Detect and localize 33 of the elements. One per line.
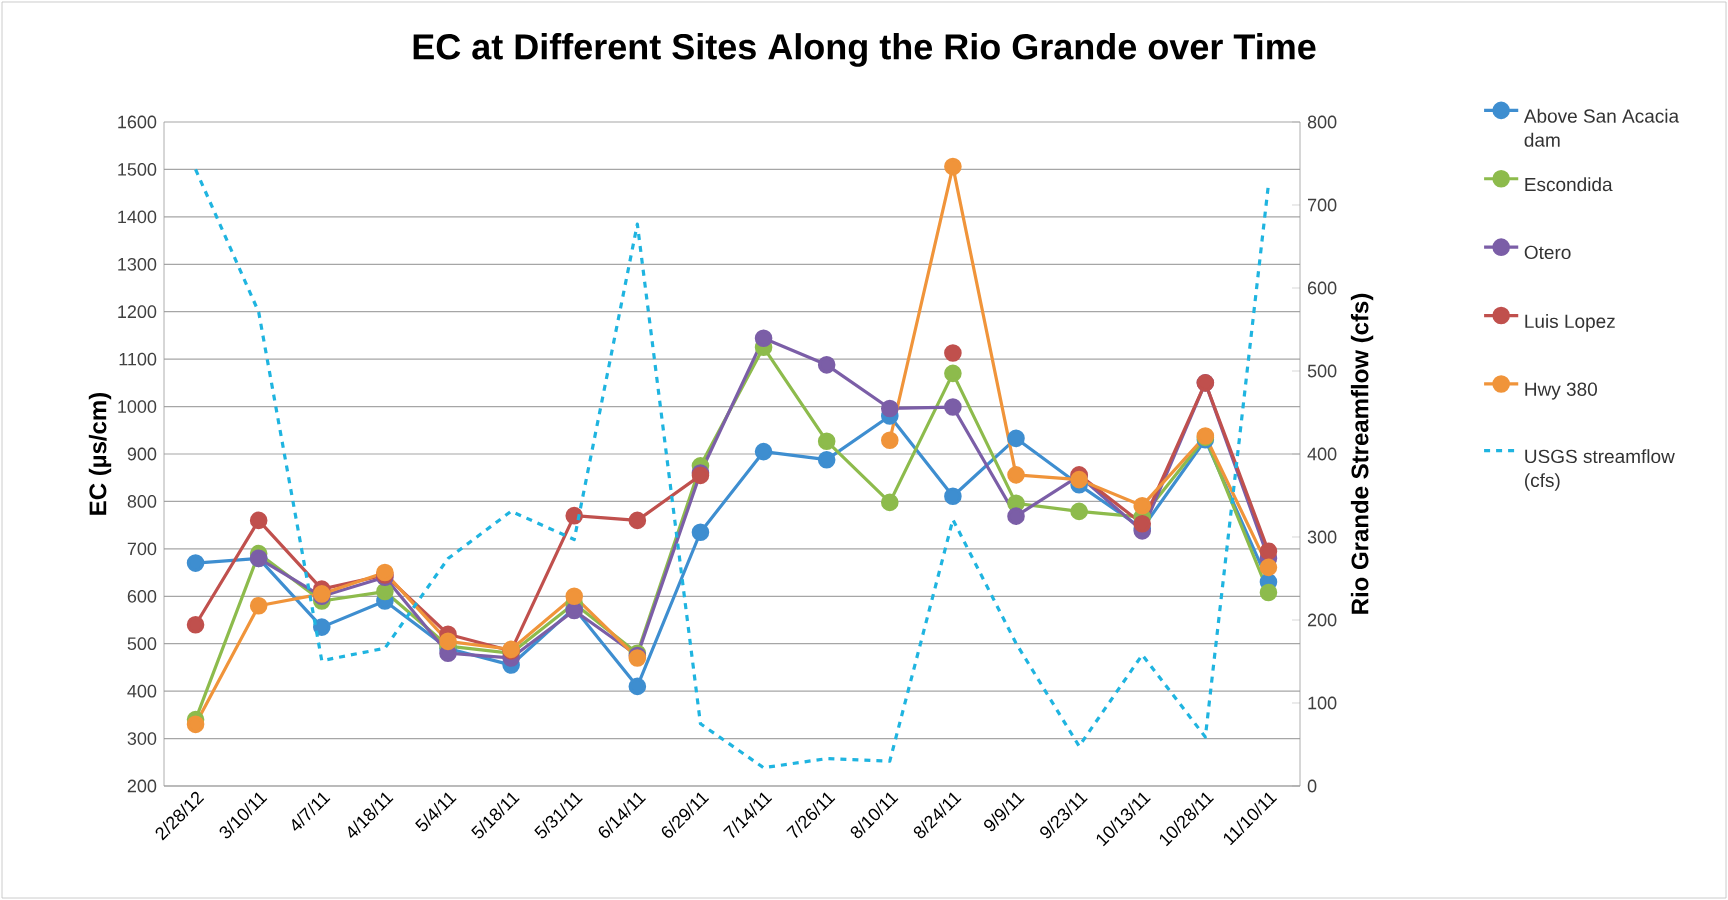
y-tick-label: 200 <box>127 779 157 793</box>
legend-label: Above San Acacia dam <box>1523 108 1680 147</box>
y-tick-label: 500 <box>127 637 157 651</box>
legend-label: Escondida <box>1525 177 1613 192</box>
y2-tick-label: 700 <box>1307 198 1337 212</box>
y2-tick-label: 0 <box>1307 779 1317 793</box>
y2-tick-label: 800 <box>1307 115 1337 129</box>
y-tick-label: 800 <box>127 495 157 508</box>
chart-title: EC at Different Sites Along the Rio Grande over Time <box>413 33 1316 67</box>
y2-tick-label: 500 <box>1307 364 1337 378</box>
y-tick-label: 1400 <box>118 210 157 224</box>
legend-label: Luis Lopez <box>1525 314 1615 332</box>
y2-tick-label: 400 <box>1307 447 1337 461</box>
y-tick-label: 1500 <box>118 163 157 176</box>
y-tick-label: 600 <box>127 589 157 603</box>
y2-tick-label: 600 <box>1307 281 1337 295</box>
y2-tick-label: 300 <box>1307 530 1337 544</box>
y2-tick-label: 100 <box>1308 696 1337 710</box>
y-tick-label: 1100 <box>119 352 157 366</box>
y2-tick-label: 200 <box>1307 613 1337 627</box>
y-tick-label: 400 <box>127 684 157 698</box>
legend-label: Hwy 380 <box>1525 382 1597 400</box>
y-axis-title: EC (µs/cm) <box>88 392 112 515</box>
legend-label: Otero <box>1524 245 1571 260</box>
y-tick-label: 900 <box>127 447 157 461</box>
y-tick-label: 300 <box>127 732 157 745</box>
y-tick-label: 1600 <box>118 115 157 129</box>
y-tick-label: 1300 <box>118 257 157 271</box>
y2-axis-title: Rio Grande Streamflow (cfs) <box>1350 293 1374 614</box>
legend-label: USGS streamflow (cfs) <box>1525 449 1675 491</box>
y-tick-label: 1200 <box>118 305 157 319</box>
y-tick-label: 700 <box>127 542 157 556</box>
y-tick-label: 1000 <box>118 400 157 413</box>
